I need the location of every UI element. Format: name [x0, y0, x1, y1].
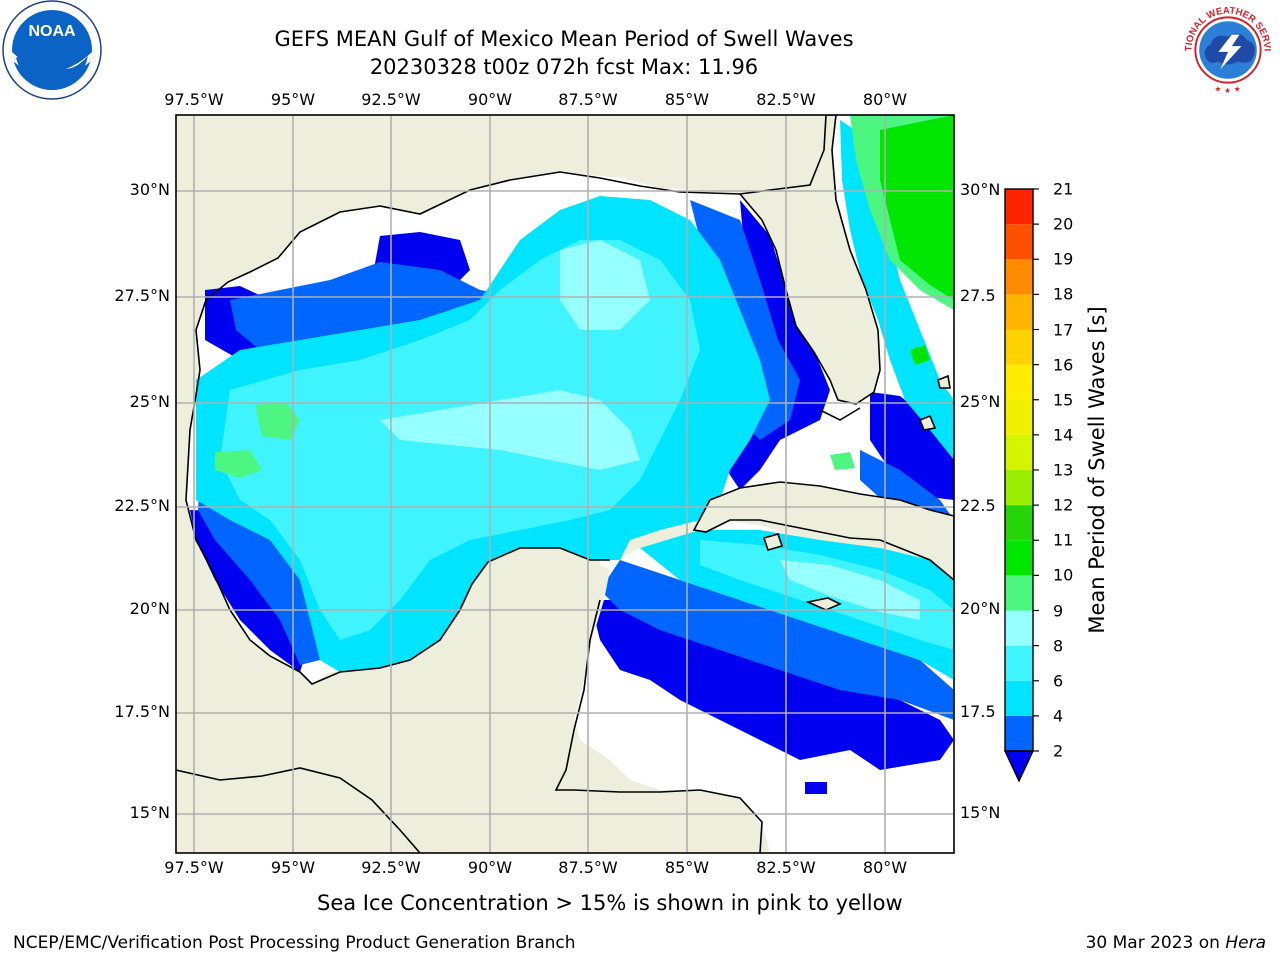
lat-label-left: 15°N — [129, 803, 170, 822]
footer-host: Hera — [1225, 933, 1266, 953]
graticule — [176, 115, 954, 853]
colorbar-segment — [1005, 645, 1033, 681]
colorbar-segment — [1005, 329, 1033, 365]
colorbar-segment — [1005, 364, 1033, 400]
colorbar-tick-label: 21 — [1053, 179, 1074, 199]
colorbar-title: Mean Period of Swell Waves [s] — [1085, 306, 1109, 634]
noaa-logo-text: NOAA — [28, 23, 76, 40]
colorbar-segment — [1005, 575, 1033, 611]
lat-label-right: 17.5 — [960, 702, 996, 721]
colorbar-tick-label: 11 — [1053, 530, 1074, 550]
lon-label-top: 80°W — [862, 90, 908, 109]
lat-label-right: 20°N — [960, 599, 1001, 618]
lon-label-top: 95°W — [270, 90, 316, 109]
footer-branch: NCEP/EMC/Verification Post Processing Pr… — [13, 933, 576, 953]
svg-text:★: ★ — [1224, 86, 1231, 95]
lat-label-left: 20°N — [129, 599, 170, 618]
lat-label-right: 22.5 — [960, 496, 996, 515]
colorbar-segment — [1005, 680, 1033, 716]
lat-label-right: 15°N — [960, 803, 1001, 822]
lon-label-top: 82.5°W — [756, 90, 816, 109]
colorbar-tick-label: 4 — [1053, 706, 1064, 726]
lat-label-left: 25°N — [129, 392, 170, 411]
map-title: GEFS MEAN Gulf of Mexico Mean Period of … — [274, 27, 854, 51]
colorbar-segment — [1005, 470, 1033, 506]
colorbar-extend-triangle — [1003, 750, 1035, 783]
lat-label-left: 27.5°N — [114, 286, 170, 305]
noaa-logo: NOAA — [2, 0, 102, 100]
colorbar-tick-label: 13 — [1053, 460, 1074, 480]
lat-label-left: 30°N — [129, 180, 170, 199]
map-frame — [175, 114, 955, 854]
lon-label-bottom: 85°W — [664, 858, 710, 877]
lon-label-bottom: 80°W — [862, 858, 908, 877]
colorbar-tick-label: 17 — [1053, 320, 1074, 339]
lon-label-top: 97.5°W — [164, 90, 224, 109]
lon-label-bottom: 87.5°W — [558, 858, 618, 877]
lon-label-top: 85°W — [664, 90, 710, 109]
colorbar-segment — [1005, 434, 1033, 470]
colorbar-segment — [1005, 505, 1033, 541]
map-subtitle: 20230328 t00z 072h fcst Max: 11.96 — [369, 55, 759, 79]
footer-date: 30 Mar 2023 on Hera — [1086, 933, 1266, 953]
colorbar-tick-label: 19 — [1053, 249, 1074, 269]
footer-date-text: 30 Mar 2023 on — [1085, 933, 1226, 953]
lon-label-bottom: 90°W — [467, 858, 513, 877]
nws-logo: NATIONAL WEATHER SERVICE ★★★ — [1180, 2, 1275, 97]
lat-label-left: 22.5°N — [114, 496, 170, 515]
lon-label-bottom: 92.5°W — [361, 858, 421, 877]
lon-label-top: 90°W — [467, 90, 513, 109]
lon-label-bottom: 95°W — [270, 858, 316, 877]
lon-label-top: 87.5°W — [558, 90, 618, 109]
colorbar-segment — [1005, 259, 1033, 295]
colorbar-tick-label: 12 — [1053, 495, 1074, 515]
colorbar-tick-label: 18 — [1053, 284, 1074, 304]
swell-band-11-12 — [880, 115, 954, 365]
lat-label-right: 27.5 — [960, 286, 996, 305]
colorbar — [1003, 188, 1039, 783]
colorbar-tick-label: 10 — [1053, 565, 1074, 585]
colorbar-tick-label: 9 — [1053, 601, 1064, 620]
colorbar-tick-label: 6 — [1053, 671, 1064, 691]
colorbar-tick-label: 8 — [1053, 636, 1064, 656]
svg-text:★: ★ — [1234, 84, 1241, 93]
colorbar-segment — [1005, 610, 1033, 646]
colorbar-tick-label: 14 — [1053, 425, 1074, 445]
colorbar-tick-label: 15 — [1053, 390, 1074, 410]
colorbar-tick-label: 20 — [1053, 214, 1074, 234]
lon-label-top: 92.5°W — [361, 90, 421, 109]
colorbar-segment — [1005, 224, 1033, 260]
lat-label-left: 17.5°N — [114, 702, 170, 721]
colorbar-segment — [1005, 189, 1033, 225]
colorbar-segment — [1005, 540, 1033, 576]
svg-text:★: ★ — [1215, 84, 1222, 93]
colorbar-segment — [1005, 715, 1033, 751]
sea-ice-note: Sea Ice Concentration > 15% is shown in … — [317, 891, 903, 915]
lat-label-right: 30°N — [960, 180, 1001, 199]
lon-label-bottom: 97.5°W — [164, 858, 224, 877]
colorbar-tick-label: 2 — [1053, 741, 1064, 761]
colorbar-segment — [1005, 294, 1033, 330]
lat-label-right: 25°N — [960, 392, 1001, 411]
lon-label-bottom: 82.5°W — [756, 858, 816, 877]
colorbar-segment — [1005, 399, 1033, 435]
colorbar-tick-label: 16 — [1053, 355, 1074, 375]
